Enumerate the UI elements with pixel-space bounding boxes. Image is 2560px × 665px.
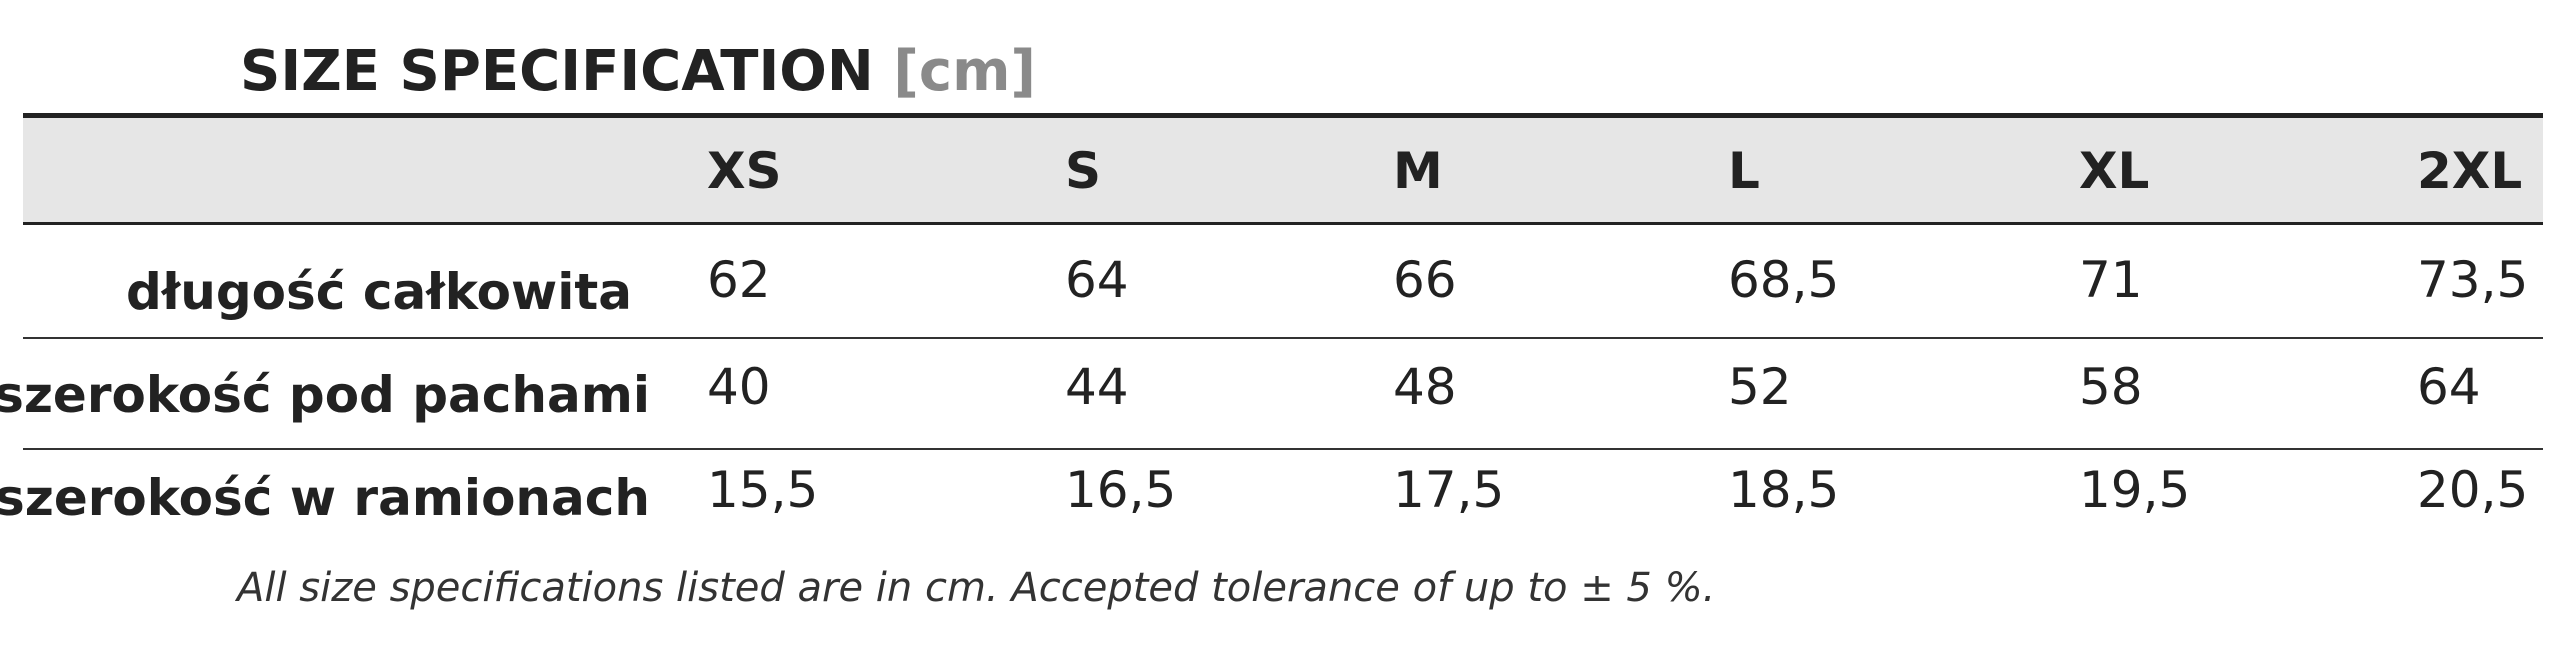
- footnote: All size specifications listed are in cm…: [237, 565, 1716, 611]
- cell-value: 58: [2079, 358, 2143, 416]
- cell-value: 18,5: [1728, 461, 1840, 519]
- column-header: XL: [2079, 142, 2150, 200]
- header-band: [23, 113, 2543, 225]
- title: SIZE SPECIFICATION [cm]: [240, 36, 1036, 108]
- cell-value: 68,5: [1728, 251, 1840, 309]
- cell-value: 48: [1393, 358, 1457, 416]
- cell-value: 40: [707, 358, 771, 416]
- title-unit: [cm]: [893, 39, 1037, 104]
- cell-value: 52: [1728, 358, 1792, 416]
- cell-value: 16,5: [1065, 461, 1177, 519]
- column-header: S: [1065, 142, 1102, 200]
- row-label: szerokość w ramionach: [0, 469, 650, 527]
- cell-value: 64: [2417, 358, 2481, 416]
- column-header: L: [1728, 142, 1760, 200]
- row-label: szerokość pod pachami: [0, 366, 650, 424]
- column-header: XS: [707, 142, 782, 200]
- column-header: M: [1393, 142, 1443, 200]
- cell-value: 17,5: [1393, 461, 1505, 519]
- cell-value: 66: [1393, 251, 1457, 309]
- cell-value: 19,5: [2079, 461, 2191, 519]
- cell-value: 73,5: [2417, 251, 2529, 309]
- cell-value: 15,5: [707, 461, 819, 519]
- row-divider: [23, 337, 2543, 339]
- cell-value: 71: [2079, 251, 2143, 309]
- column-header: 2XL: [2417, 142, 2523, 200]
- cell-value: 44: [1065, 358, 1129, 416]
- cell-value: 20,5: [2417, 461, 2529, 519]
- row-label: długość całkowita: [125, 263, 632, 321]
- title-text: SIZE SPECIFICATION: [240, 39, 874, 104]
- row-divider: [23, 448, 2543, 450]
- cell-value: 62: [707, 251, 771, 309]
- cell-value: 64: [1065, 251, 1129, 309]
